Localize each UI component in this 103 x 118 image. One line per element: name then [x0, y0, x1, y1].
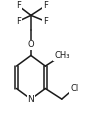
Text: F: F	[16, 17, 21, 26]
Text: O: O	[28, 40, 34, 49]
Text: CH₃: CH₃	[54, 51, 70, 60]
Text: F: F	[43, 17, 48, 26]
Text: F: F	[16, 1, 21, 10]
Text: Cl: Cl	[70, 84, 78, 93]
Text: N: N	[28, 95, 34, 104]
Text: F: F	[43, 1, 48, 10]
